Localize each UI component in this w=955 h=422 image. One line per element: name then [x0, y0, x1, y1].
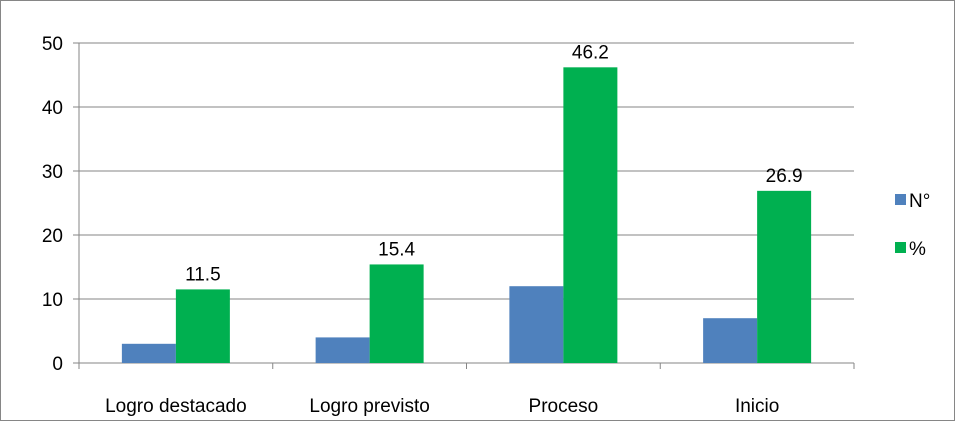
legend-label: % [909, 239, 926, 260]
y-tick-label: 10 [42, 290, 63, 311]
y-tick-label: 30 [42, 162, 63, 183]
legend-label: N° [909, 191, 930, 212]
bar-n [121, 343, 176, 363]
bar-percent [757, 190, 812, 363]
bar-n [703, 318, 758, 363]
bar-n [315, 337, 370, 363]
y-tick-label: 20 [42, 226, 63, 247]
legend-swatch [895, 242, 906, 253]
bar-percent [369, 264, 424, 363]
x-category-label: Logro destacado [105, 396, 247, 417]
data-label: 46.2 [572, 42, 609, 63]
y-tick-label: 0 [52, 354, 63, 375]
bar-percent [563, 67, 618, 363]
x-category-label: Inicio [735, 396, 779, 417]
legend-swatch [895, 194, 906, 205]
x-category-label: Logro previsto [309, 396, 429, 417]
data-label: 11.5 [185, 264, 221, 285]
y-tick-label: 50 [42, 34, 63, 55]
bar-n [509, 286, 564, 363]
data-label: 15.4 [378, 239, 415, 260]
y-tick-label: 40 [42, 98, 63, 119]
data-label: 26.9 [766, 166, 803, 187]
x-category-label: Proceso [529, 396, 599, 417]
bar-percent [175, 289, 230, 363]
